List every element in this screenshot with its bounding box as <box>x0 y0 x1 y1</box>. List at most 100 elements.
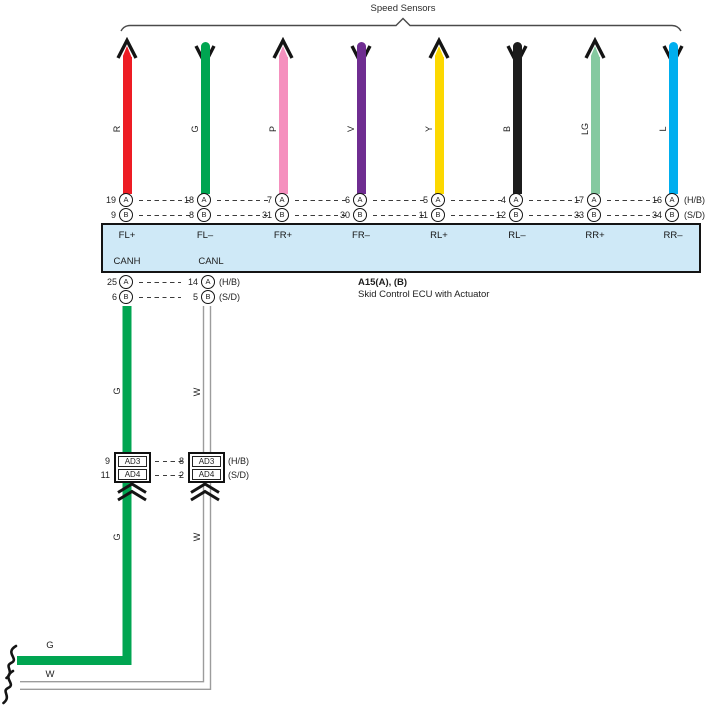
wire-g <box>200 42 210 194</box>
connector-code-ad4-right: AD4 <box>192 468 221 480</box>
speed-sensors-brace <box>120 17 682 32</box>
dashed-link <box>155 460 185 463</box>
pin-circle-b: B <box>587 208 601 222</box>
can-suffix-a: (H/B) <box>219 277 240 287</box>
pin-number-b: 31 <box>261 210 272 220</box>
dashed-link <box>607 199 661 202</box>
pin-circle-b: B <box>665 208 679 222</box>
wire-color-label: R <box>112 125 122 133</box>
pin-circle-b: B <box>275 208 289 222</box>
canh-pin-circle-a: A <box>119 275 133 289</box>
white-wire-break-squiggle <box>2 669 15 705</box>
pin-number-b: 8 <box>188 210 194 220</box>
ecu-box <box>101 223 701 273</box>
dashed-link <box>373 214 427 217</box>
pin-circle-a: A <box>509 193 523 207</box>
shield-pin-number: 2 <box>178 469 184 480</box>
pin-circle-b: B <box>431 208 445 222</box>
dashed-link <box>139 214 193 217</box>
canh-label: CANH <box>113 256 141 267</box>
terminal-label: FL+ <box>118 230 136 241</box>
wire-color-label: G <box>190 125 200 133</box>
pin-number-a: 4 <box>500 195 506 205</box>
row-a-connector-suffix: (H/B) <box>684 195 705 205</box>
shield-pin-number: 11 <box>100 469 110 480</box>
pin-number-a: 6 <box>344 195 350 205</box>
wire-tip <box>278 46 288 57</box>
shield-chevron-left-2 <box>117 482 147 494</box>
dashed-link <box>295 214 349 217</box>
canh-green-wire <box>17 306 132 665</box>
wire-color-label: P <box>268 126 278 133</box>
shield-pin-number: 8 <box>178 456 184 466</box>
pin-circle-a: A <box>119 193 133 207</box>
canl-label: CANL <box>198 256 224 267</box>
white-wire-label-bottom: W <box>45 669 55 680</box>
can-suffix-b: (S/D) <box>219 292 240 302</box>
pin-circle-b: B <box>119 208 133 222</box>
dashed-link <box>217 199 271 202</box>
terminal-label: RR+ <box>585 230 605 241</box>
shield-suffix-b: (S/D) <box>228 469 249 480</box>
shield-suffix-a: (H/B) <box>228 456 249 466</box>
terminal-label: RL– <box>508 230 526 241</box>
dashed-link <box>607 214 661 217</box>
pin-number-b: 9 <box>110 210 116 220</box>
wire-tip <box>122 46 132 57</box>
green-wire-label-lower: G <box>112 533 122 541</box>
connector-code-ad3-right: AD3 <box>192 455 221 467</box>
dashed-link <box>295 199 349 202</box>
terminal-label: RR– <box>663 230 683 241</box>
wire-tip <box>434 46 444 57</box>
dashed-link <box>451 214 505 217</box>
canl-pin-circle-b: B <box>201 290 215 304</box>
wire-color-label: Y <box>424 126 434 133</box>
shield-chevron-right-2 <box>190 482 220 494</box>
row-b-connector-suffix: (S/D) <box>684 210 705 220</box>
shield-pin-number: 9 <box>104 456 110 466</box>
pin-circle-a: A <box>353 193 367 207</box>
dashed-link <box>217 214 271 217</box>
pin-number-b: 30 <box>339 210 350 220</box>
connector-code-ad3-left: AD3 <box>118 455 147 467</box>
canl-pin-circle-a: A <box>201 275 215 289</box>
wire-color-label: B <box>502 126 512 133</box>
pin-circle-b: B <box>509 208 523 222</box>
pin-circle-a: A <box>197 193 211 207</box>
canl-pin-number-a: 14 <box>187 277 198 287</box>
wire-color-label: LG <box>580 123 590 136</box>
pin-number-a: 18 <box>183 195 194 205</box>
pin-number-b: 34 <box>651 210 662 220</box>
dashed-link <box>139 296 181 299</box>
wire-b <box>512 42 522 194</box>
pin-number-a: 16 <box>651 195 662 205</box>
pin-number-a: 7 <box>266 195 272 205</box>
wire-lg <box>590 56 600 194</box>
wire-r <box>122 56 132 194</box>
terminal-label: FR+ <box>273 230 293 241</box>
ecu-code: A15(A), (B) <box>358 277 408 288</box>
pin-circle-a: A <box>275 193 289 207</box>
pin-number-b: 33 <box>573 210 584 220</box>
wire-color-label: V <box>346 126 356 133</box>
wire-color-label: L <box>658 126 668 132</box>
pin-circle-a: A <box>587 193 601 207</box>
wire-y <box>434 56 444 194</box>
pin-number-b: 11 <box>418 210 428 220</box>
canl-white-wire-left-edge <box>20 306 205 683</box>
dashed-link <box>451 199 505 202</box>
connector-code-ad4-left: AD4 <box>118 468 147 480</box>
up-arrow-icon <box>116 37 138 59</box>
wire-l <box>668 42 678 194</box>
wire-v <box>356 42 366 194</box>
up-arrow-icon <box>584 37 606 59</box>
wire-tip <box>590 46 600 57</box>
pin-circle-a: A <box>431 193 445 207</box>
canh-pin-number-b: 6 <box>111 292 117 302</box>
pin-circle-a: A <box>665 193 679 207</box>
pin-number-a: 5 <box>422 195 428 205</box>
canh-pin-number-a: 25 <box>106 277 117 287</box>
pin-circle-b: B <box>353 208 367 222</box>
